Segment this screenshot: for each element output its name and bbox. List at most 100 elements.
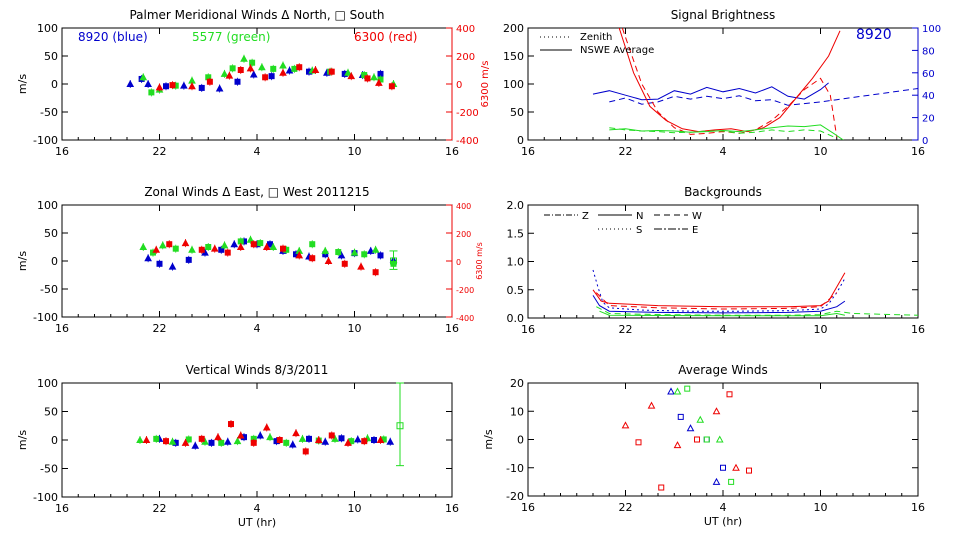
meridional-ylabel: m/s (16, 74, 29, 94)
average-frame (527, 382, 919, 497)
vertical-panel: Vertical Winds 8/3/2011 16 22 4 10 16 100 50 0 -5… (16, 363, 459, 529)
backgrounds-series-line-3 (595, 292, 838, 310)
data-point (712, 477, 721, 485)
legend-label-3: S (636, 225, 642, 236)
legend-label-1: N (636, 211, 643, 222)
backgrounds-series-line-5 (599, 310, 846, 317)
y-tick-label: 50 (44, 227, 58, 240)
x-tick-label: 16 (911, 145, 925, 158)
x-tick-label: 4 (254, 145, 261, 158)
legend-label-1: 5577 (green) (192, 30, 270, 44)
x-tick-label: 22 (619, 323, 633, 336)
vertical-xlabel: UT (hr) (238, 516, 276, 529)
y-tick-label: 0 (51, 78, 58, 91)
brightness-annotation: 8920 (856, 27, 892, 43)
zonal-right-label: 6300 m/s (475, 242, 484, 280)
data-point (715, 435, 724, 443)
right-tick-label: 0 (456, 80, 462, 91)
y-tick-label: 0 (517, 434, 524, 447)
data-point (703, 436, 710, 443)
green-error-point (390, 257, 397, 265)
y-tick-label: 0.0 (507, 312, 525, 325)
y-tick-label: 150 (503, 50, 524, 63)
x-tick-label: 22 (619, 145, 633, 158)
brightness-series-line-5 (609, 127, 838, 139)
legend-zenith: Zenith (580, 32, 612, 43)
data-point (686, 424, 695, 432)
data-point (677, 413, 684, 420)
y-tick-label: 0 (51, 434, 58, 447)
right-tick-label: 60 (922, 69, 935, 80)
data-point (667, 387, 675, 395)
right-tick-label: 0 (922, 136, 928, 147)
backgrounds-series-line-2 (592, 272, 846, 308)
average-panel: Average Winds 16 22 4 10 16 20 10 0 -10 -20 m/s UT (… (482, 363, 925, 528)
x-tick-label: 16 (911, 323, 925, 336)
y-tick-label: 50 (44, 406, 58, 419)
right-tick-label: -200 (456, 108, 479, 119)
y-tick-label: 100 (37, 22, 58, 35)
y-tick-label: -100 (33, 134, 58, 147)
meridional-title: Palmer Meridional Winds Δ North, □ South (129, 8, 384, 22)
green-error-point (396, 422, 404, 430)
right-tick-label: -200 (456, 286, 474, 295)
x-tick-label: 4 (254, 502, 261, 515)
x-tick-label: 16 (445, 502, 459, 515)
y-tick-label: -100 (33, 491, 58, 504)
brightness-title: Signal Brightness (671, 8, 776, 22)
data-point (684, 385, 691, 392)
vertical-title: Vertical Winds 8/3/2011 (186, 363, 329, 377)
data-point (635, 439, 642, 446)
x-tick-label: 16 (521, 323, 535, 336)
data-point (703, 436, 710, 443)
brightness-series-line-3 (621, 28, 838, 138)
x-tick-label: 10 (814, 323, 828, 336)
legend-label-2: 6300 (red) (354, 30, 417, 44)
right-tick-label: 80 (922, 46, 935, 57)
data-point (720, 464, 726, 471)
data-point (732, 463, 740, 471)
average-title: Average Winds (678, 363, 768, 377)
x-tick-label: 22 (619, 501, 633, 514)
vertical-frame (61, 382, 453, 498)
right-tick-label: 20 (922, 114, 935, 125)
x-tick-label: 22 (153, 145, 167, 158)
average-xlabel: UT (hr) (704, 515, 742, 528)
y-tick-label: 0 (51, 255, 58, 268)
data-point (712, 407, 721, 415)
brightness-series-line-4 (609, 124, 844, 140)
x-tick-label: 16 (55, 322, 69, 335)
data-point (694, 436, 700, 443)
x-tick-label: 16 (55, 145, 69, 158)
data-point (673, 387, 682, 395)
x-tick-label: 22 (153, 502, 167, 515)
average-ylabel: m/s (482, 429, 495, 449)
y-tick-label: -50 (40, 283, 58, 296)
x-tick-label: 16 (445, 322, 459, 335)
x-tick-label: 22 (153, 322, 167, 335)
zonal-ylabel: m/s (16, 251, 29, 271)
data-point (621, 421, 630, 429)
x-tick-label: 10 (814, 145, 828, 158)
right-tick-label: 400 (456, 24, 475, 35)
legend-label-4: E (692, 225, 698, 236)
x-tick-label: 16 (55, 502, 69, 515)
y-tick-label: 1.0 (507, 256, 525, 269)
x-tick-label: 4 (720, 501, 727, 514)
x-tick-label: 16 (521, 145, 535, 158)
y-tick-label: 100 (37, 199, 58, 212)
zonal-title: Zonal Winds Δ East, □ West 2011215 (144, 185, 369, 199)
meridional-right-label: 6300 m/s (480, 61, 491, 108)
backgrounds-panel: Backgrounds 16 22 4 10 16 2.0 1.5 1.0 0.5 0.0 Z N W S E (507, 185, 926, 336)
x-tick-label: 10 (348, 502, 362, 515)
data-point (658, 484, 665, 491)
vertical-ylabel: m/s (16, 430, 29, 450)
y-tick-label: -100 (33, 311, 58, 324)
legend-average: NSWE Average (580, 45, 654, 56)
right-tick-label: 200 (456, 52, 475, 63)
right-tick-label: 100 (922, 24, 941, 35)
y-tick-label: -50 (40, 106, 58, 119)
x-tick-label: 4 (254, 322, 261, 335)
